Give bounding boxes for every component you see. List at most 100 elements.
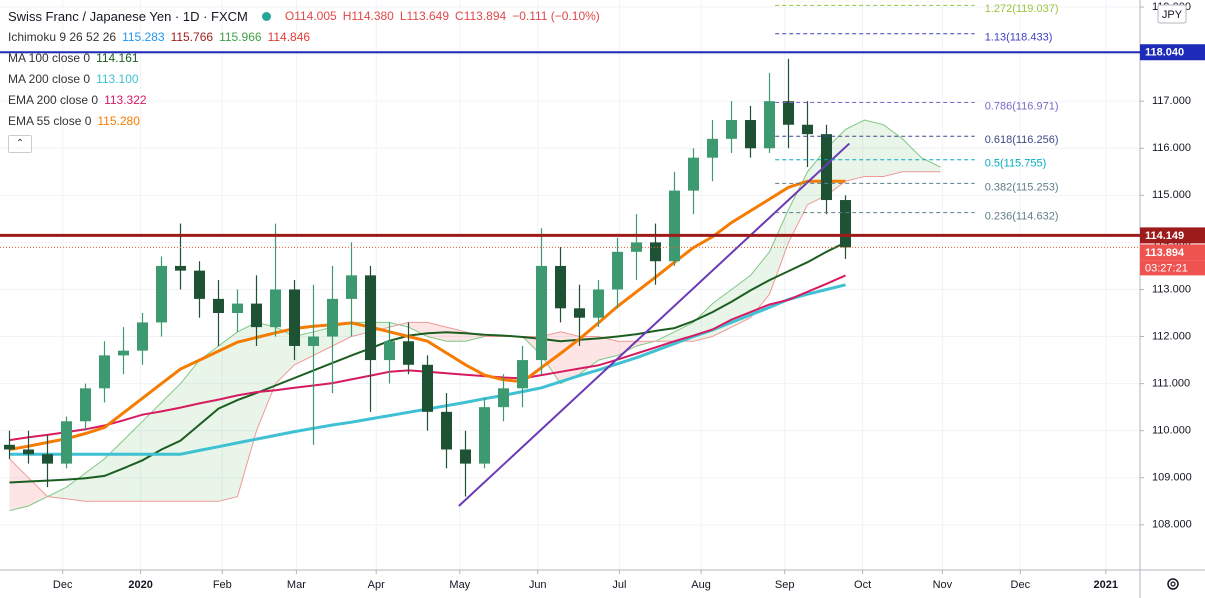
price-level-label: 114.149 (1145, 230, 1184, 242)
cloud-segment (180, 360, 200, 502)
candle-body (421, 364, 434, 412)
cloud-segment (142, 402, 162, 502)
candle-body (611, 251, 624, 290)
status-dot (261, 12, 271, 21)
candle-body (345, 275, 358, 299)
candle-body (288, 289, 301, 346)
legend-series: MA 100 close 0 114.161 MA 200 close 0 113.1… (8, 48, 600, 132)
symbol-title[interactable]: Swiss Franc / Japanese Yen · 1D · FXCM (8, 9, 248, 24)
price-level-box (1140, 244, 1205, 261)
ma-line (9, 241, 846, 484)
legend-name: MA 100 close 0 (8, 51, 91, 65)
candle-body (383, 341, 396, 361)
candle-body (744, 120, 757, 149)
cloud-segment (769, 209, 789, 295)
legend-value: 115.283 (122, 30, 165, 44)
x-tick-label: Mar (287, 579, 306, 591)
x-tick-label: 2021 (1094, 579, 1118, 591)
x-tick-label: Oct (854, 579, 871, 591)
fib-label: 0.236(114.632) (985, 211, 1059, 223)
candle-body (231, 303, 244, 314)
fib-label: 0.382(115.253) (985, 181, 1059, 193)
y-tick-label: 116.000 (1152, 142, 1191, 154)
cloud-segment (845, 120, 865, 182)
candle-body (269, 289, 282, 328)
legend-ichimoku[interactable]: Ichimoku 9 26 52 26 115.283 115.766 115.96… (8, 27, 600, 48)
candle-body (174, 265, 187, 271)
cloud-segment (85, 458, 105, 502)
settings-icon[interactable] (1167, 578, 1179, 590)
trendline (458, 142, 850, 507)
candle-body (554, 265, 567, 309)
y-tick-label: 117.000 (1152, 95, 1191, 107)
candle-body (326, 298, 339, 337)
legend-value: 113.100 (96, 72, 139, 86)
candle-body (516, 360, 529, 389)
legend-value: 114.846 (267, 30, 311, 44)
collapse-button[interactable]: ⌃ (8, 135, 32, 153)
x-tick-label: Nov (933, 579, 953, 591)
fib-label: 0.618(116.256) (985, 134, 1059, 146)
cloud-segment (598, 336, 618, 361)
x-tick-label: Dec (1011, 579, 1031, 591)
candle-body (478, 407, 491, 464)
cloud-segment (864, 120, 884, 177)
candle-body (668, 190, 681, 262)
candle-body (801, 124, 814, 135)
y-tick-label: 112.000 (1152, 330, 1191, 342)
legend-name: MA 200 close 0 (8, 72, 91, 86)
axes: 108.000 109.000 110.000 111.000 112.000 113.0… (53, 1, 1205, 591)
legend-value: 114.161 (96, 51, 139, 65)
candle-body (41, 454, 54, 464)
legend-name: EMA 55 close 0 (8, 114, 92, 128)
candle-body (155, 265, 168, 323)
y-tick-label: 113.000 (1152, 283, 1191, 295)
ohlc-low: L113.649 (399, 9, 450, 23)
countdown-box (1140, 260, 1205, 276)
cloud-segment (237, 322, 257, 497)
cloud-segment (902, 138, 922, 172)
candle-body (535, 265, 548, 361)
x-tick-label: Sep (775, 579, 795, 591)
candle-body (440, 411, 453, 450)
candle-body (763, 101, 776, 149)
y-tick-label: 115.000 (1152, 189, 1191, 201)
legend-value: 115.966 (219, 30, 262, 44)
ohlc-close: C113.894 (455, 9, 507, 23)
grid (0, 0, 1140, 570)
cloud-segment (66, 473, 86, 502)
x-tick-label: May (449, 579, 470, 591)
candle-body (839, 200, 852, 248)
settings-gear (1167, 578, 1179, 590)
candle-body (79, 388, 92, 422)
currency-box[interactable] (1157, 4, 1187, 24)
candle-body (820, 134, 833, 201)
candle-body (402, 341, 415, 365)
candle-body (98, 355, 111, 389)
legend-value: 115.280 (97, 114, 140, 128)
legend-row[interactable]: EMA 55 close 0 115.280 (8, 111, 600, 132)
legend-row[interactable]: EMA 200 close 0 113.322 (8, 90, 600, 111)
legend-row[interactable]: MA 200 close 0 113.100 (8, 69, 600, 90)
cloud-segment (256, 322, 276, 431)
candle-body (307, 336, 320, 346)
price-level-box (1140, 227, 1205, 244)
fib-label: 0.786(116.971) (985, 100, 1059, 112)
cloud-segment (883, 124, 903, 177)
candle-body (706, 138, 719, 158)
legend-row[interactable]: MA 100 close 0 114.161 (8, 48, 600, 69)
candle-body (60, 421, 73, 464)
candle-body (497, 388, 510, 408)
x-tick-label: Jul (612, 579, 626, 591)
candle-body (364, 275, 377, 361)
candle-body (459, 449, 472, 464)
cloud-segment (123, 421, 143, 502)
x-tick-label: Jun (529, 579, 547, 591)
x-tick-label: Dec (53, 579, 73, 591)
candle-body (782, 101, 795, 125)
cloud-segment (9, 458, 29, 511)
candle-body (22, 449, 35, 455)
ohlc-change: −0.111 (−0.10%) (512, 9, 600, 23)
legend: Swiss Franc / Japanese Yen · 1D · FXCM O… (8, 6, 600, 153)
